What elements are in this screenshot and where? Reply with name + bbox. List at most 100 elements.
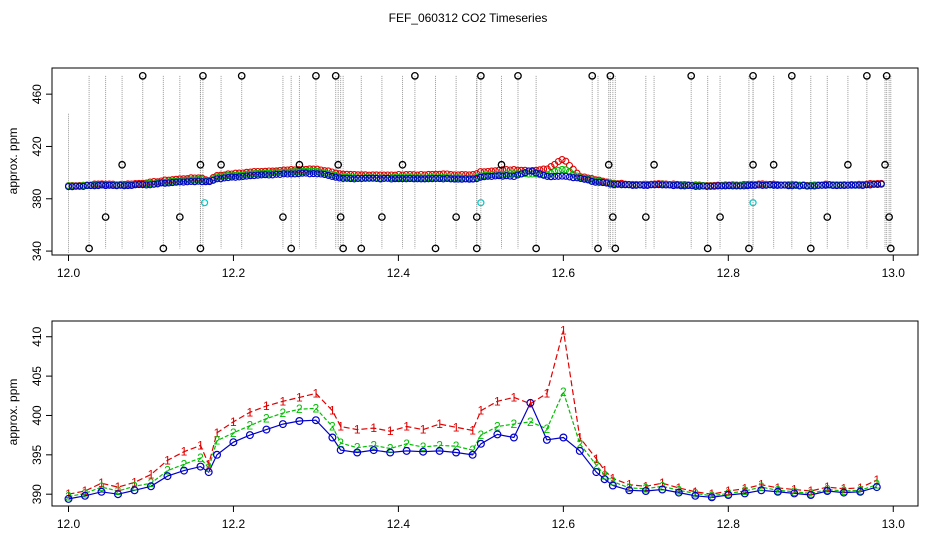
series-1-marker: 1 xyxy=(131,475,138,489)
series-1-point xyxy=(510,166,518,174)
series-3-point xyxy=(662,181,670,189)
series-3-point xyxy=(262,425,271,434)
series-3-point xyxy=(814,181,822,190)
panel-top-frame xyxy=(51,67,919,256)
series-3-point xyxy=(410,175,418,183)
series-3-point xyxy=(90,182,99,190)
series-3-point xyxy=(540,171,548,179)
x-tick-label: 13.0 xyxy=(882,517,906,531)
series-1-marker: 1 xyxy=(115,480,122,494)
series-3-point xyxy=(328,172,336,180)
series-3-point xyxy=(217,175,225,183)
series-3-point xyxy=(465,175,473,183)
series-2-point xyxy=(276,168,284,176)
series-3-point xyxy=(509,433,518,442)
series-3-point xyxy=(839,488,848,497)
x-tick-label: 12.4 xyxy=(387,517,411,531)
outlier-point xyxy=(334,160,343,169)
series-1-marker: 1 xyxy=(296,390,303,404)
series-3-point xyxy=(755,181,763,189)
series-3-point xyxy=(625,181,633,189)
series-3-point xyxy=(547,173,555,181)
series-1-marker: 1 xyxy=(659,476,666,490)
series-3-point xyxy=(332,173,340,181)
outlier-point xyxy=(844,160,852,169)
series-1-marker: 1 xyxy=(181,445,188,459)
series-3-point xyxy=(336,446,345,455)
series-3-point xyxy=(781,181,789,189)
outlier-point xyxy=(237,71,246,80)
series-3-point xyxy=(180,466,189,475)
series-3-point xyxy=(877,180,885,188)
series-3-point xyxy=(287,170,295,178)
series-3-point xyxy=(684,181,692,190)
series-3-point xyxy=(493,430,502,439)
series-1-marker: 1 xyxy=(527,397,534,411)
series-3-point xyxy=(295,170,303,178)
series-3-point xyxy=(298,169,306,177)
series-1-marker: 1 xyxy=(692,485,699,499)
series-3-point xyxy=(280,170,288,178)
series-3-point xyxy=(161,179,169,187)
series-3-point xyxy=(674,488,683,497)
series-3-point xyxy=(168,179,176,187)
series-3-point xyxy=(80,491,89,500)
series-1-line xyxy=(68,330,878,495)
series-3-point xyxy=(643,181,652,189)
series-3-point xyxy=(94,182,102,190)
series-3-point xyxy=(803,182,811,190)
series-3-point xyxy=(506,172,514,180)
series-3-point xyxy=(629,181,637,189)
outlier-point xyxy=(196,160,205,169)
outlier-point xyxy=(398,160,407,169)
outlier-point xyxy=(687,71,696,80)
series-3-point xyxy=(747,181,755,189)
series-3-point xyxy=(243,172,251,180)
series-3-point xyxy=(435,446,444,455)
series-3-point xyxy=(229,438,238,447)
series-3-point xyxy=(543,172,551,180)
series-3-point xyxy=(569,174,577,182)
series-3-point xyxy=(194,177,202,185)
series-2-marker: 2 xyxy=(82,486,89,500)
series-3-point xyxy=(209,176,217,184)
series-3-point xyxy=(603,179,611,187)
series-2-marker: 2 xyxy=(387,442,394,456)
series-3-point xyxy=(792,181,800,189)
panel-bottom: approx. ppm 12.0 12.2 12.4 12.6 12.8 13.0 390 3… xyxy=(6,320,919,531)
series-2-point xyxy=(243,170,251,178)
outlier-point xyxy=(787,71,796,80)
series-3-point xyxy=(139,181,147,189)
series-1-marker: 1 xyxy=(354,423,361,437)
outlier-point xyxy=(199,71,207,80)
series-3-point xyxy=(773,487,782,496)
series-2-marker: 2 xyxy=(824,483,831,497)
series-3-point xyxy=(376,175,384,183)
series-3-point xyxy=(436,175,444,183)
series-3-point xyxy=(573,174,581,182)
series-1-point xyxy=(547,163,555,171)
series-3-point xyxy=(707,182,715,190)
outlier-point xyxy=(514,71,522,80)
series-2-marker: 2 xyxy=(263,412,270,426)
series-1-marker: 1 xyxy=(65,487,72,501)
series-2-marker: 2 xyxy=(857,483,864,497)
series-3-point xyxy=(866,181,874,189)
series-3-point xyxy=(740,182,748,190)
series-3-point xyxy=(239,172,247,181)
series-3-point xyxy=(291,170,299,178)
series-3-point xyxy=(718,182,726,190)
series-3-point xyxy=(825,181,833,189)
series-3-point xyxy=(220,174,228,182)
outlier-point xyxy=(339,244,347,253)
series-3-point xyxy=(391,175,399,183)
series-3-point xyxy=(836,181,845,189)
series-3-point xyxy=(773,181,781,189)
x-tick-label: 12.8 xyxy=(717,266,741,280)
series-3-point xyxy=(272,170,280,178)
series-3-point xyxy=(859,181,867,190)
series-1-point xyxy=(246,168,254,176)
series-3-point xyxy=(526,398,535,407)
series-3-point xyxy=(146,181,154,189)
